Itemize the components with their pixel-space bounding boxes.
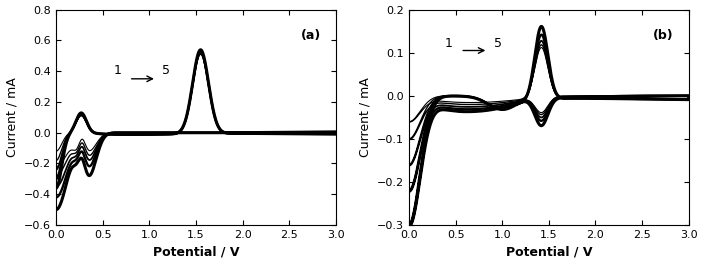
Y-axis label: Current / mA: Current / mA (6, 77, 18, 157)
Text: (b): (b) (653, 29, 673, 42)
Text: 1: 1 (113, 64, 122, 77)
X-axis label: Potential / V: Potential / V (505, 246, 592, 258)
Text: (a): (a) (300, 29, 321, 42)
Text: 5: 5 (494, 37, 502, 50)
Text: 5: 5 (162, 64, 170, 77)
X-axis label: Potential / V: Potential / V (153, 246, 239, 258)
Text: 1: 1 (445, 37, 453, 50)
Y-axis label: Current / mA: Current / mA (359, 77, 371, 157)
